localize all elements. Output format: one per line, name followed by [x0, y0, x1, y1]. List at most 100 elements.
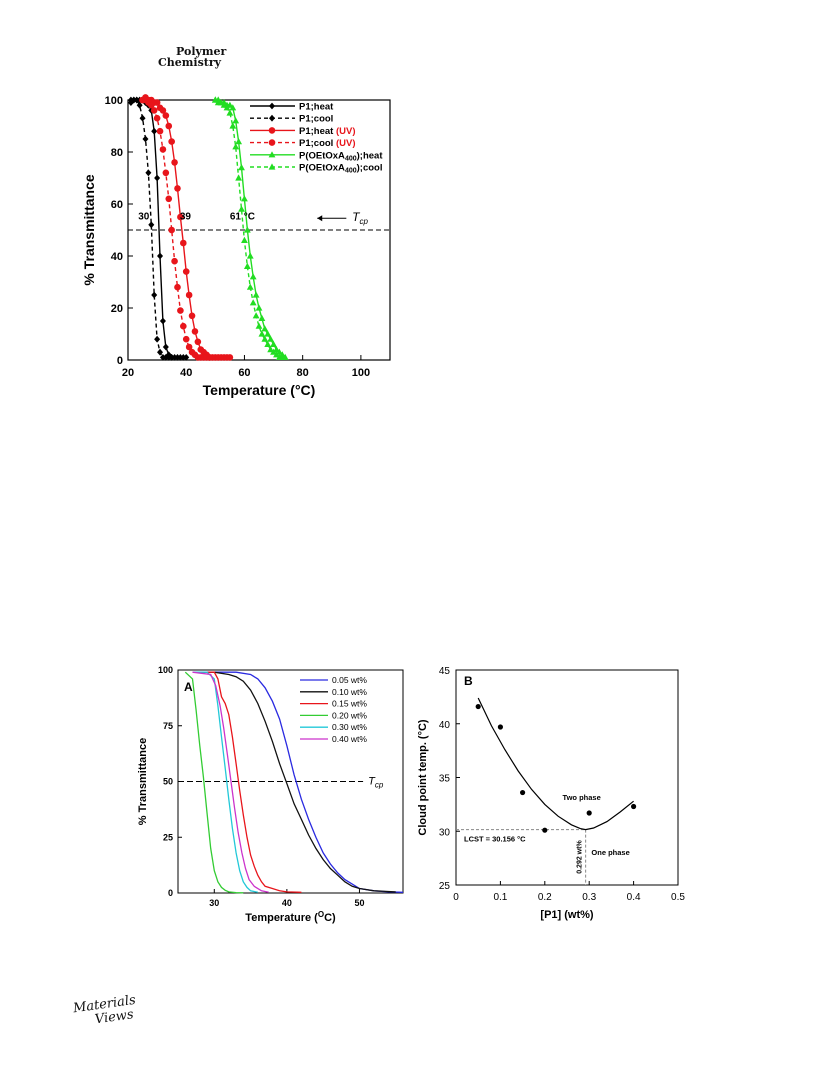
x-tick-label: 0.3: [582, 892, 596, 903]
y-tick-label: 75: [163, 721, 173, 731]
data-point: [270, 340, 277, 347]
data-point: [232, 143, 240, 150]
fit-curve: [477, 697, 634, 831]
data-point: [157, 348, 164, 356]
data-point: [264, 330, 272, 337]
y-tick-label: 35: [439, 774, 451, 785]
data-point: [241, 195, 248, 202]
y-tick-label: 100: [158, 665, 173, 675]
data-point: [542, 827, 548, 833]
data-point: [267, 335, 275, 342]
series-4: [211, 96, 289, 360]
data-point: [165, 122, 173, 130]
y-axis-label: % Transmittance: [81, 174, 97, 285]
y-tick-label: 40: [111, 251, 123, 263]
data-point: [267, 346, 275, 353]
data-point: [150, 107, 158, 114]
legend-entry: P1;cool (UV): [250, 138, 355, 149]
journal-header: Polymer Chemistry: [158, 46, 226, 68]
x-axis-label: [P1] (wt%): [540, 909, 594, 921]
y-tick-label: 80: [111, 147, 123, 159]
y-axis-label: % Transmittance: [137, 738, 149, 825]
data-point: [273, 346, 280, 353]
legend-label: P1;cool: [299, 114, 333, 125]
data-point: [168, 226, 175, 234]
data-point: [185, 291, 193, 299]
publisher-logo: Materials Views: [72, 993, 138, 1030]
data-point: [223, 104, 231, 111]
x-tick-label: 0.2: [538, 892, 552, 903]
data-point: [165, 195, 173, 203]
lcst-label: LCST = 30.156 °C: [464, 835, 526, 844]
journal-name-line2: Chemistry: [158, 56, 222, 69]
data-point: [174, 283, 181, 291]
legend-label: P(OEtOxA400);heat: [299, 150, 383, 162]
data-point: [133, 96, 140, 104]
data-point: [229, 104, 237, 111]
x-tick-label: 40: [282, 898, 292, 908]
y-axis-label: Cloud point temp. (°C): [417, 719, 429, 836]
legend-marker: [268, 151, 276, 158]
data-point: [475, 703, 481, 710]
data-point: [157, 252, 164, 260]
cloud-point-chart: 0 0.1 0.2 0.3 0.4 0.5 25 30 35 40 45 [P1] (wt%) Clou…: [417, 666, 685, 921]
data-point: [246, 283, 254, 290]
x-tick-label: 40: [180, 367, 192, 379]
data-point: [238, 205, 245, 212]
data-point: [264, 340, 272, 347]
series-5: [211, 96, 286, 360]
data-point: [586, 810, 592, 816]
data-point: [235, 174, 243, 181]
legend-entry: 0.30 wt%: [300, 722, 367, 732]
data-point: [177, 307, 184, 314]
legend-label: P(OEtOxA400);cool: [299, 163, 382, 175]
legend-label: 0.05 wt%: [332, 675, 367, 685]
data-point: [194, 338, 202, 346]
series-0: [127, 96, 190, 361]
data-point: [273, 351, 280, 358]
data-point: [243, 262, 251, 269]
data-point: [258, 330, 266, 337]
legend-marker: [269, 102, 275, 110]
series-line-0: [192, 671, 404, 893]
data-point: [168, 138, 175, 145]
data-point: [270, 348, 277, 355]
legend-label: 0.15 wt%: [332, 699, 367, 709]
legend-entry: P1;cool: [250, 114, 333, 125]
legend-marker: [268, 127, 276, 134]
data-point: [243, 226, 251, 233]
y-tick-label: 100: [105, 95, 123, 107]
data-point: [171, 257, 178, 265]
x-tick-label: 0.4: [627, 892, 641, 903]
data-point: [217, 99, 225, 106]
series-line: [130, 99, 187, 359]
y-tick-label: 30: [439, 827, 451, 838]
tcp-label: Tcp: [352, 210, 368, 226]
data-point: [162, 112, 170, 119]
data-point: [249, 299, 257, 306]
data-point: [241, 236, 248, 243]
data-point: [258, 314, 266, 321]
legend-entry: 0.40 wt%: [300, 734, 367, 744]
y-tick-label: 60: [111, 199, 123, 211]
data-point: [183, 354, 190, 361]
data-point: [232, 117, 240, 124]
legend-label: P1;heat: [299, 102, 334, 113]
y-tick-label: 20: [111, 303, 123, 315]
y-tick-label: 50: [163, 777, 173, 787]
data-point: [180, 239, 187, 247]
data-point: [520, 789, 526, 796]
data-point: [261, 325, 269, 332]
data-point: [151, 291, 158, 299]
data-point: [220, 101, 228, 108]
tcp-value-label: 30: [138, 212, 150, 223]
data-point: [159, 317, 166, 325]
data-point: [156, 127, 164, 135]
x-tick-label: 0.5: [671, 892, 685, 903]
data-point: [191, 328, 199, 335]
data-point: [229, 122, 237, 129]
two-phase-label: Two phase: [563, 793, 601, 802]
x-tick-label: 30: [209, 898, 219, 908]
data-point: [182, 335, 190, 343]
data-point: [252, 291, 260, 298]
